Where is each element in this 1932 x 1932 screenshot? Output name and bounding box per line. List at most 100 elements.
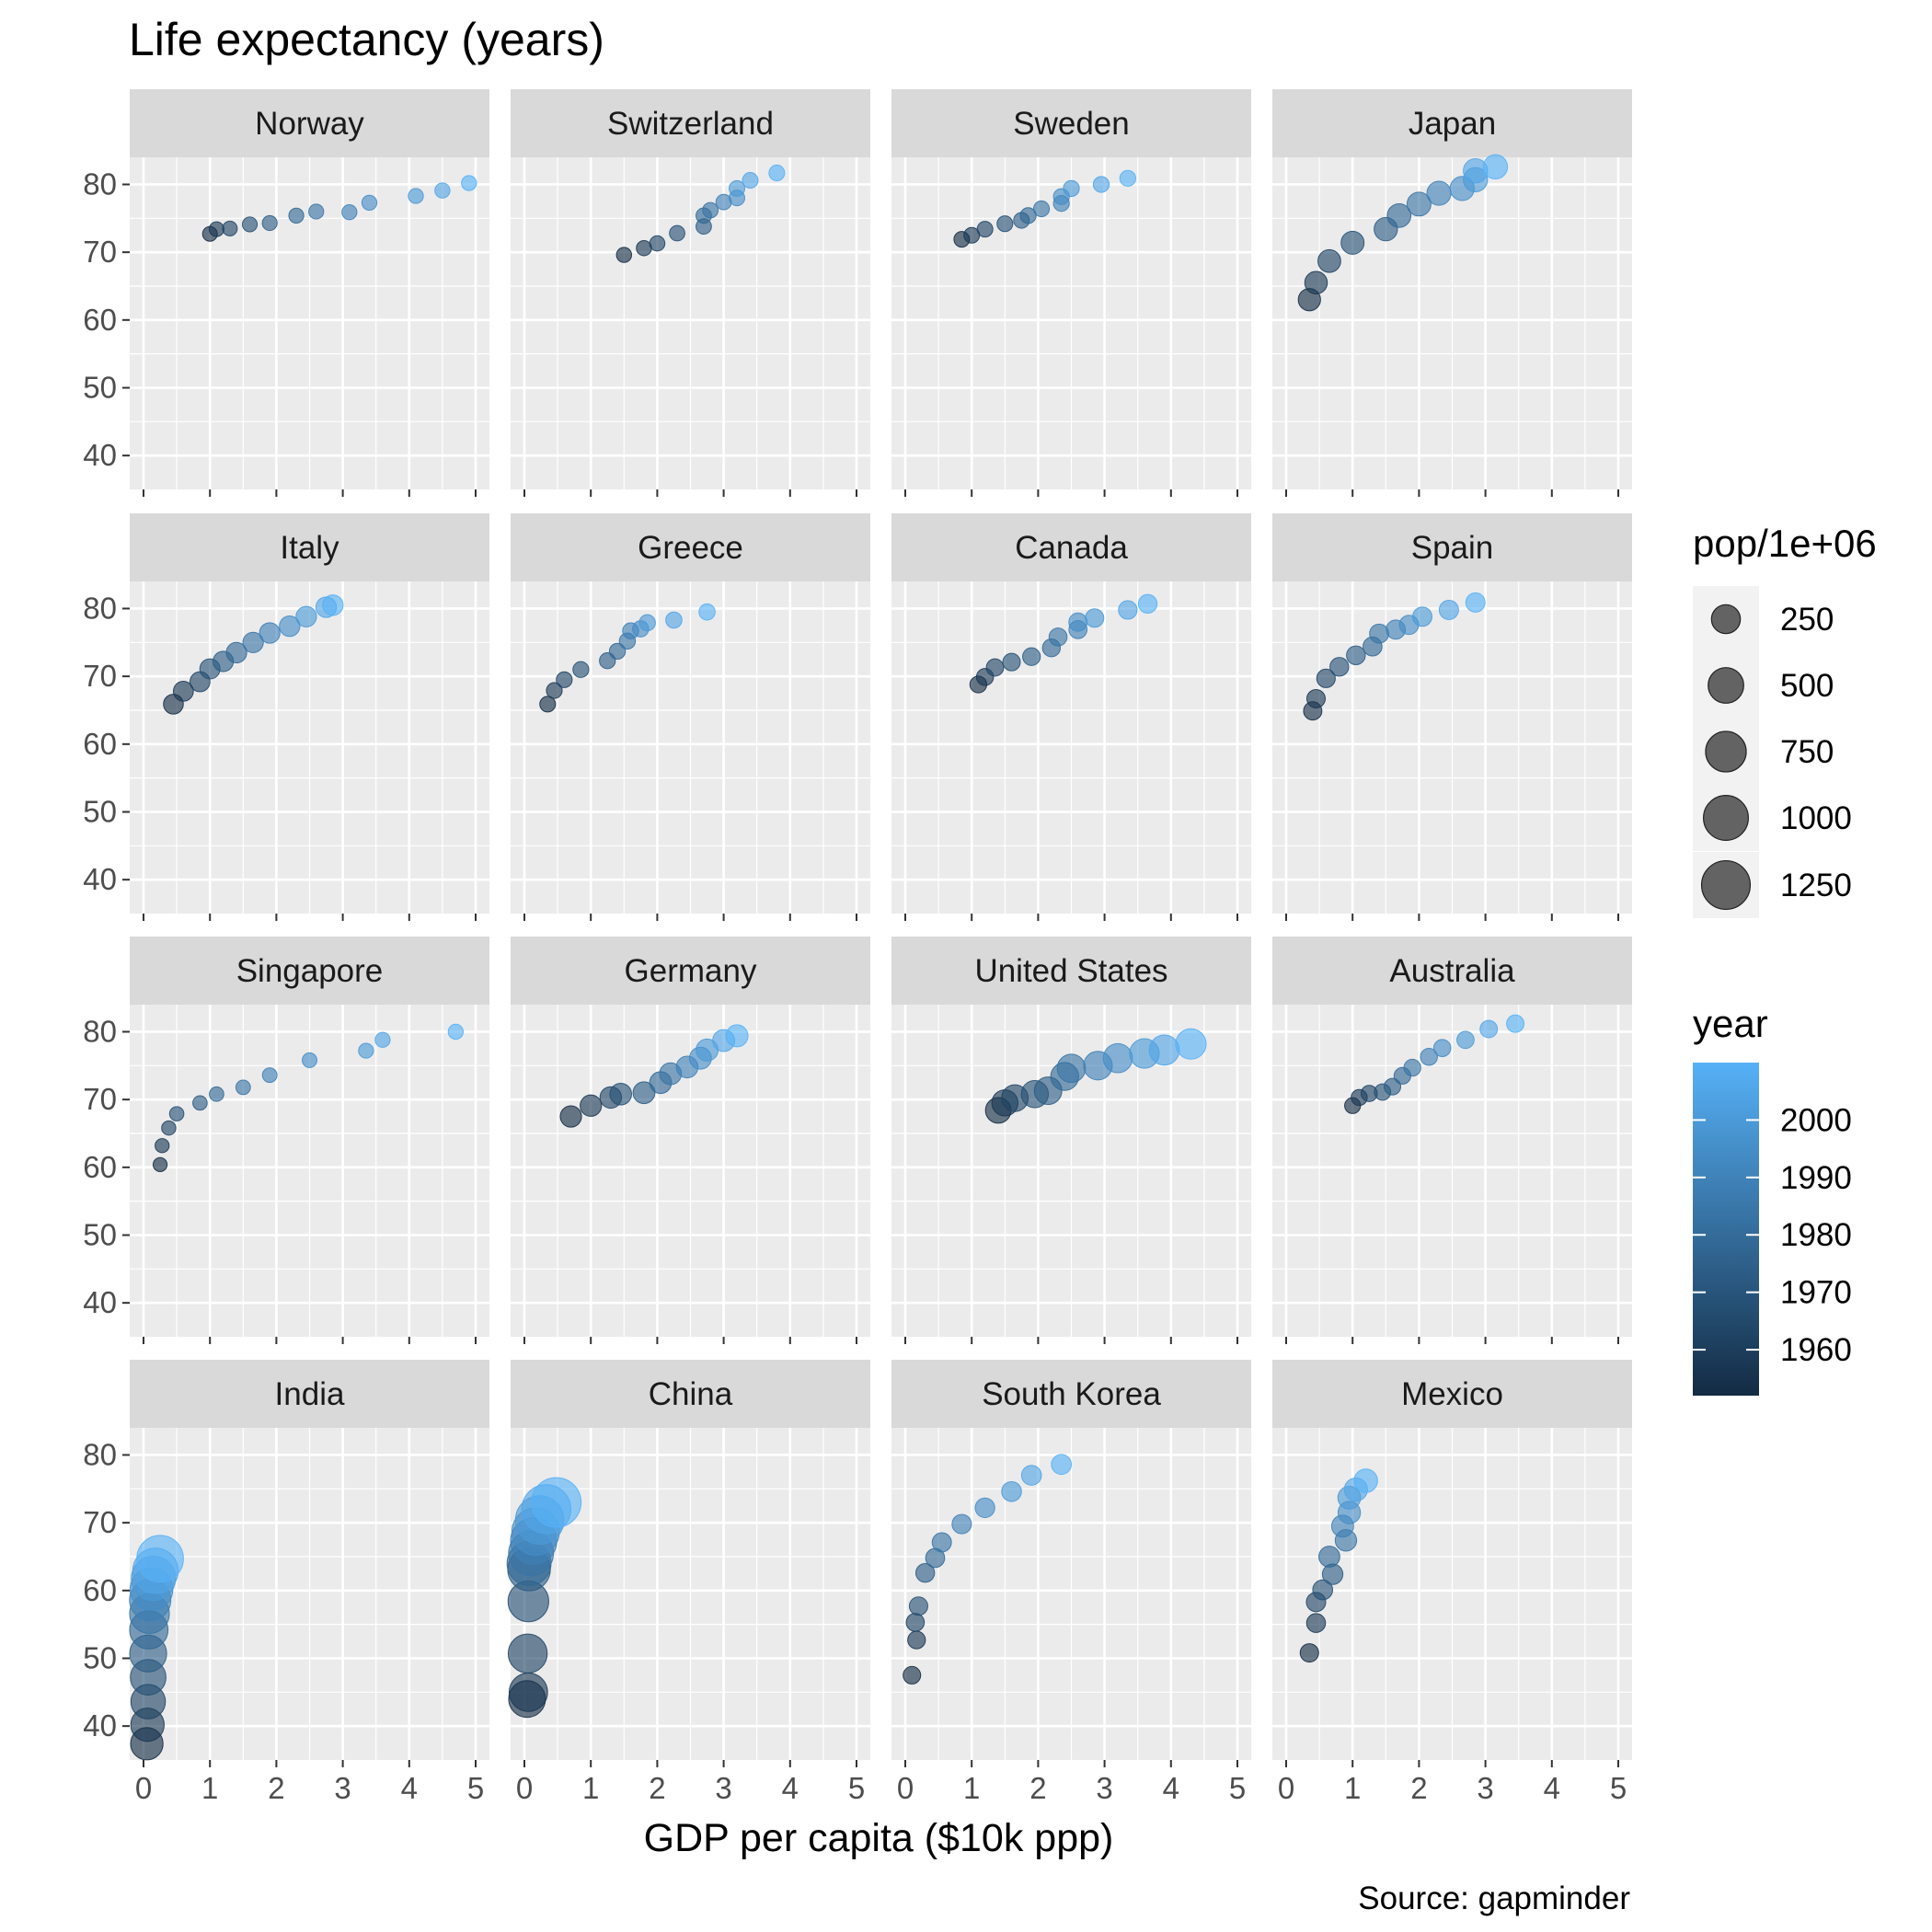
data-point [172, 681, 194, 702]
data-point [976, 221, 994, 238]
facet-strip [1272, 1360, 1632, 1428]
facet-strip [891, 89, 1251, 157]
data-point [209, 1086, 224, 1102]
data-point [358, 1042, 374, 1059]
x-tick-label: 5 [1610, 1771, 1627, 1805]
data-point [1304, 270, 1328, 295]
data-point [1318, 1546, 1340, 1568]
facet-label: Australia [1389, 953, 1515, 989]
y-tick-label: 60 [83, 303, 117, 337]
y-tick-label: 40 [83, 1285, 117, 1319]
data-point [729, 179, 746, 197]
data-point [1406, 191, 1432, 217]
data-point [698, 603, 716, 621]
data-point [669, 224, 685, 242]
size-legend-label: 250 [1780, 602, 1834, 638]
data-point [308, 203, 325, 220]
data-point [1312, 1579, 1334, 1601]
data-point [1102, 1042, 1133, 1074]
panel-greece: Greece [511, 513, 870, 921]
panel-norway: Norway 40 50 60 70 80 [83, 89, 489, 497]
panel-china: China 0 1 2 3 4 5 [506, 1360, 870, 1805]
data-point [632, 1081, 656, 1105]
facet-strip [130, 89, 489, 157]
y-tick-label: 80 [83, 591, 117, 625]
x-tick-label: 0 [897, 1771, 914, 1805]
facet-label: Japan [1409, 106, 1496, 142]
data-point [1305, 688, 1326, 708]
data-point [531, 1477, 582, 1528]
data-point [1048, 627, 1068, 647]
data-point [225, 641, 247, 663]
data-point [136, 1535, 184, 1583]
data-point [974, 1497, 995, 1519]
y-tick-label: 50 [83, 1640, 117, 1674]
data-point [1384, 1077, 1402, 1096]
data-point [580, 1094, 603, 1117]
facet-strip [1272, 937, 1632, 1005]
facet-strip [511, 513, 870, 581]
panel-switzerland: Switzerland [511, 89, 870, 497]
data-point [507, 1633, 548, 1674]
data-point [295, 605, 317, 627]
y-tick-label: 50 [83, 370, 117, 404]
data-point [322, 594, 344, 616]
panel-mexico: Mexico 0 1 2 3 4 5 [1272, 1360, 1632, 1805]
x-tick-label: 4 [782, 1771, 799, 1805]
x-tick-label: 0 [135, 1771, 152, 1805]
data-point [908, 1596, 928, 1616]
data-point [1022, 647, 1041, 666]
data-point [539, 696, 557, 713]
x-tick-label: 1 [1344, 1771, 1361, 1805]
data-point [546, 682, 563, 699]
data-point [768, 164, 786, 181]
data-point [1403, 1058, 1421, 1077]
data-point [725, 1024, 749, 1048]
data-point [168, 1106, 185, 1121]
y-tick-label: 50 [83, 794, 117, 828]
facet-label: Singapore [236, 953, 384, 989]
data-point [1321, 1563, 1344, 1585]
x-tick-label: 2 [1029, 1771, 1046, 1805]
data-point [508, 1672, 548, 1712]
size-legend-key [1708, 667, 1744, 704]
panel-australia: Australia [1272, 937, 1632, 1344]
x-tick-label: 3 [1477, 1771, 1493, 1805]
data-point [341, 204, 358, 221]
facet-strip [1272, 89, 1632, 157]
y-tick-label: 60 [83, 727, 117, 761]
size-legend-key [1705, 730, 1747, 773]
facet-label: United States [974, 953, 1167, 989]
x-tick-label: 2 [268, 1771, 284, 1805]
panel-singapore: Singapore 40 50 60 70 80 [83, 937, 489, 1344]
facet-strip [891, 937, 1251, 1005]
size-legend-title: pop/1e+06 [1693, 522, 1877, 565]
data-point [1137, 593, 1158, 614]
facet-strip [1272, 513, 1632, 581]
data-point [1317, 248, 1341, 273]
data-point [914, 1562, 936, 1583]
data-point [1340, 230, 1365, 255]
data-point [609, 1082, 632, 1106]
facet-strip [511, 937, 870, 1005]
y-tick-label: 40 [83, 862, 117, 896]
data-point [288, 207, 305, 224]
data-point [931, 1532, 952, 1553]
year-colorbar [1693, 1063, 1759, 1396]
data-point [1438, 599, 1459, 620]
panel-spain: Spain [1272, 513, 1632, 921]
size-legend-key [1703, 795, 1749, 841]
facet-label: Italy [280, 530, 339, 566]
size-legend: pop/1e+06 250 500 750 1000 1250 [1693, 522, 1877, 918]
color-legend-label: 2000 [1780, 1102, 1852, 1138]
panel-japan: Japan [1272, 89, 1632, 497]
data-point [261, 214, 278, 232]
facet-label: South Korea [982, 1376, 1161, 1412]
data-point [559, 1105, 582, 1128]
size-legend-label: 1250 [1780, 868, 1852, 903]
data-point [903, 1665, 922, 1685]
data-point [241, 216, 259, 233]
x-tick-label: 3 [715, 1771, 731, 1805]
data-point [235, 1079, 251, 1096]
data-point [1119, 169, 1137, 187]
